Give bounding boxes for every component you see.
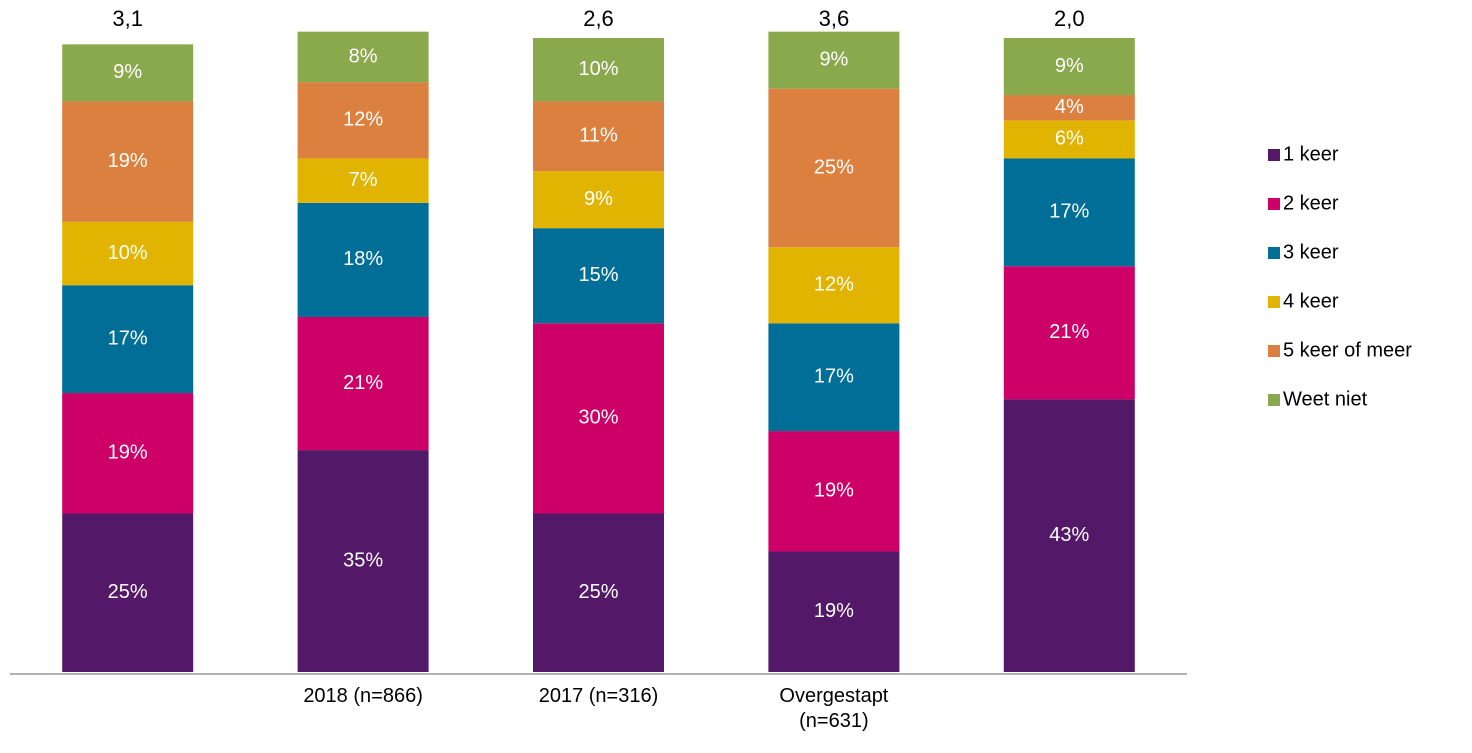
bar-segment xyxy=(768,431,900,552)
value-label: 17% xyxy=(108,327,148,349)
bar-segment xyxy=(768,31,900,89)
bar-segment xyxy=(62,393,194,514)
bar-segment xyxy=(768,323,900,432)
value-label: 19% xyxy=(814,600,854,622)
value-label: 9% xyxy=(1055,55,1084,77)
bar-segment xyxy=(768,247,900,324)
bar-segment xyxy=(533,513,664,672)
legend-swatch xyxy=(1268,394,1280,406)
bar-segment xyxy=(1003,95,1135,121)
value-label: 12% xyxy=(814,274,854,296)
legend-label: 5 keer of meer xyxy=(1283,339,1412,361)
value-label: 19% xyxy=(814,480,854,502)
value-label: 43% xyxy=(1049,524,1089,546)
bar-segment xyxy=(768,551,900,672)
top-label: 2,6 xyxy=(583,6,614,31)
top-label: 2,0 xyxy=(1054,6,1085,31)
value-label: 8% xyxy=(349,45,378,67)
value-label: 25% xyxy=(578,581,618,603)
legend-swatch xyxy=(1268,296,1280,308)
top-label: 3,6 xyxy=(819,6,850,31)
value-label: 17% xyxy=(1049,201,1089,223)
value-label: 9% xyxy=(113,61,142,83)
bar-segment xyxy=(297,450,429,672)
legend-label: 4 keer xyxy=(1283,290,1339,312)
bar-segment xyxy=(297,82,429,159)
legend-swatch xyxy=(1268,247,1280,259)
value-label: 35% xyxy=(343,549,383,571)
bar-segment xyxy=(533,171,664,229)
legend-swatch xyxy=(1268,149,1280,161)
value-label: 17% xyxy=(814,365,854,387)
x-tick-label: Overgestapt (n=631) xyxy=(779,685,888,732)
value-label: 21% xyxy=(1049,321,1089,343)
value-label: 6% xyxy=(1055,128,1084,150)
value-label: 18% xyxy=(343,248,383,270)
bar-segment xyxy=(297,316,429,451)
bar-segment xyxy=(297,202,429,317)
x-tick-label: 2017 (n=316) xyxy=(539,685,659,707)
legend-swatch xyxy=(1268,345,1280,357)
legend-swatch xyxy=(1268,198,1280,210)
bar-segment xyxy=(1003,38,1135,96)
top-label: 3,1 xyxy=(112,6,143,31)
value-label: 7% xyxy=(349,169,378,191)
bar-segment xyxy=(1003,120,1135,159)
bar-segment xyxy=(1003,266,1135,400)
value-label: 25% xyxy=(108,581,148,603)
legend-label: 1 keer xyxy=(1283,143,1339,165)
bar-segment xyxy=(533,228,664,324)
bar-segment xyxy=(533,323,664,514)
bar-segment xyxy=(62,513,194,672)
value-label: 9% xyxy=(584,188,613,210)
value-label: 15% xyxy=(578,264,618,286)
legend-label: 3 keer xyxy=(1283,241,1339,263)
value-label: 19% xyxy=(108,150,148,172)
value-label: 9% xyxy=(819,48,848,70)
value-label: 4% xyxy=(1055,96,1084,118)
bar-segment xyxy=(62,44,194,102)
bar-segment xyxy=(62,221,194,286)
bar-segment xyxy=(768,88,900,248)
value-label: 10% xyxy=(578,58,618,80)
bar-segment xyxy=(533,101,664,172)
bar-segment xyxy=(297,158,429,203)
x-tick-label: 2018 (n=866) xyxy=(303,685,423,707)
value-label: 19% xyxy=(108,442,148,464)
value-label: 12% xyxy=(343,109,383,131)
legend-label: 2 keer xyxy=(1283,192,1339,214)
bar-segment xyxy=(62,101,194,222)
bar-segment xyxy=(1003,399,1135,672)
value-label: 21% xyxy=(343,372,383,394)
legend-label: Weet niet xyxy=(1283,388,1368,410)
value-label: 25% xyxy=(814,156,854,178)
value-label: 10% xyxy=(108,242,148,264)
value-label: 30% xyxy=(578,407,618,429)
bar-segment xyxy=(297,31,429,83)
bar-segment xyxy=(1003,158,1135,267)
bar-segment xyxy=(533,38,664,102)
bar-segment xyxy=(62,285,194,394)
value-label: 11% xyxy=(579,125,618,147)
